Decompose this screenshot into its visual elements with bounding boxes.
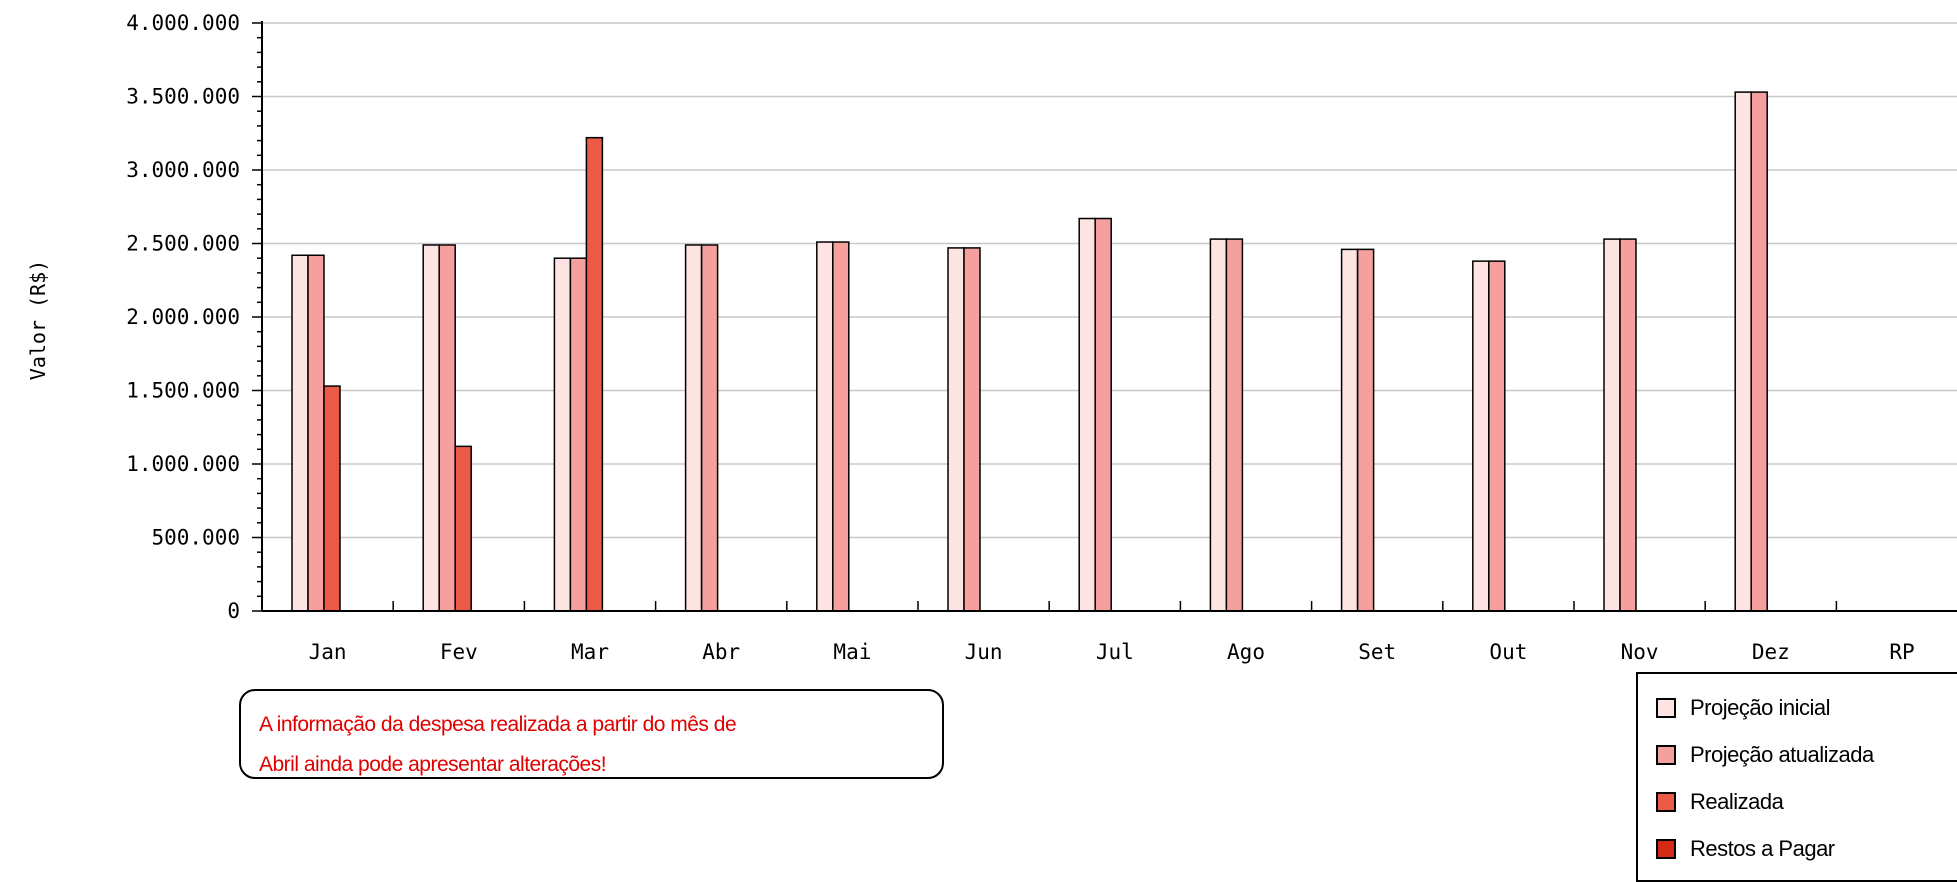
notice-box: A informação da despesa realizada a part… [239, 689, 944, 779]
legend-swatch [1656, 838, 1676, 859]
bar [1094, 217, 1112, 612]
x-tick-label: Out [1489, 640, 1527, 664]
legend-item: Projeção atualizada [1656, 731, 1957, 778]
legend-swatch [1656, 744, 1676, 765]
bar [323, 385, 341, 612]
bar [816, 241, 834, 612]
x-tick-label: Nov [1621, 640, 1659, 664]
x-tick-label: Jan [309, 640, 347, 664]
y-tick-label: 3.000.000 [126, 158, 240, 182]
y-tick-labels: 0 500.000 1.000.000 1.500.000 2.000.000 2.500… [126, 11, 240, 623]
bar [1750, 91, 1768, 612]
legend-label: Projeção inicial [1690, 694, 1830, 720]
bar [947, 247, 965, 612]
y-tick-label: 2.000.000 [126, 305, 240, 329]
y-tick-label: 1.000.000 [126, 452, 240, 476]
legend: Projeção inicial Projeção atualizada Reali… [1636, 672, 1957, 882]
bar [454, 445, 472, 612]
x-tick-label: Dez [1752, 640, 1790, 664]
notice-line-1: A informação da despesa realizada a part… [259, 713, 737, 736]
legend-label: Realizada [1690, 788, 1784, 814]
y-tick-label: 2.500.000 [126, 232, 240, 256]
legend-label: Restos a Pagar [1690, 835, 1835, 861]
notice-line-2: Abril ainda pode apresentar alterações! [259, 753, 607, 776]
legend-label: Projeção atualizada [1690, 741, 1874, 767]
bar [585, 136, 604, 612]
axes [252, 21, 1957, 612]
bar [307, 254, 325, 612]
bar [700, 244, 719, 612]
bar [1619, 238, 1637, 612]
y-tick-label: 500.000 [151, 526, 240, 550]
bar [1356, 248, 1375, 612]
bar [1488, 260, 1506, 612]
bar [291, 254, 309, 612]
x-tick-label: Jun [965, 640, 1003, 664]
y-tick-label: 3.500.000 [126, 85, 240, 109]
x-tick-label: Mar [571, 640, 609, 664]
x-tick-label: Ago [1227, 640, 1265, 664]
legend-item: Restos a Pagar [1656, 825, 1957, 872]
legend-swatch [1656, 697, 1676, 718]
legend-swatch [1656, 791, 1676, 812]
x-tick-label: Jul [1096, 640, 1134, 664]
bar [963, 247, 981, 612]
bar [1340, 248, 1359, 612]
x-tick-label: Mai [833, 640, 871, 664]
y-tick-label: 4.000.000 [126, 11, 240, 35]
y-tick-label: 1.500.000 [126, 379, 240, 403]
bar [1209, 238, 1228, 612]
legend-item: Realizada [1656, 778, 1957, 825]
bar [684, 244, 703, 612]
bar [438, 244, 456, 612]
y-tick-label: 0 [227, 599, 240, 623]
bar [422, 244, 440, 612]
x-tick-label: Fev [440, 640, 478, 664]
legend-item: Projeção inicial [1656, 684, 1957, 731]
x-tick-labels: Jan Fev Mar Abr Mai Jun Jul Ago Set Out Nov Dez RP [309, 640, 1915, 664]
bar [569, 257, 588, 612]
y-axis-title: Valor (R$) [26, 260, 50, 380]
bar [1734, 91, 1752, 612]
x-tick-label: RP [1889, 640, 1914, 664]
bar [1603, 238, 1621, 612]
bar [553, 257, 572, 612]
bar [832, 241, 850, 612]
x-tick-label: Set [1358, 640, 1396, 664]
bar [1078, 217, 1096, 612]
x-tick-label: Abr [702, 640, 740, 664]
bar [1225, 238, 1244, 612]
bar [1472, 260, 1490, 612]
